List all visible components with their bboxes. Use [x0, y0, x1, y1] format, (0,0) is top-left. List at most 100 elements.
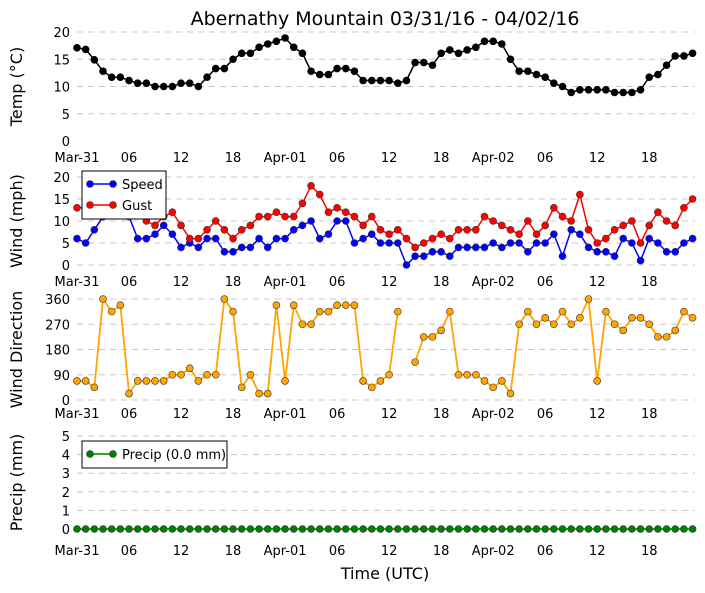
data-point [81, 525, 90, 533]
data-point [107, 73, 116, 82]
data-point [541, 239, 549, 247]
data-point [636, 256, 645, 265]
data-point [671, 52, 680, 60]
data-point [81, 377, 90, 385]
data-point [567, 226, 575, 234]
data-point [263, 40, 272, 48]
data-point [628, 525, 636, 533]
data-point [428, 234, 437, 243]
data-point [489, 217, 497, 225]
data-point [324, 230, 333, 238]
data-point [211, 64, 220, 73]
data-point [185, 234, 194, 243]
y-tick-label: 360 [45, 293, 70, 308]
x-tick-label: 12 [381, 407, 398, 422]
data-point [125, 525, 133, 533]
legend-label: Speed [122, 178, 163, 193]
data-point [489, 525, 497, 533]
data-point [463, 243, 471, 252]
data-point [298, 49, 307, 58]
legend: Precip (0.0 mm) [81, 440, 228, 469]
data-point [220, 525, 229, 533]
y-tick-label: 90 [53, 369, 70, 384]
x-tick-label: 06 [121, 544, 138, 559]
x-tick-label: 12 [589, 275, 606, 290]
data-point [567, 217, 575, 225]
data-point [229, 248, 237, 256]
data-point [619, 234, 628, 243]
data-point [333, 525, 341, 533]
data-point [619, 525, 628, 533]
data-point [645, 234, 654, 243]
data-point [116, 525, 125, 533]
x-tick-label: 18 [225, 544, 242, 559]
data-point [203, 525, 211, 533]
data-point [272, 37, 281, 46]
data-point [662, 525, 671, 533]
data-point [133, 79, 142, 88]
data-point [524, 248, 532, 256]
data-point [602, 234, 610, 243]
data-point [636, 525, 645, 533]
data-point [324, 70, 333, 79]
data-point [315, 70, 324, 79]
x-tick-label: 06 [329, 544, 346, 559]
data-point [688, 234, 697, 243]
data-point [289, 301, 298, 309]
series-gust [73, 182, 697, 252]
data-point [602, 248, 610, 256]
data-point [680, 307, 688, 316]
data-point [133, 234, 142, 243]
data-point [341, 301, 350, 309]
y-tick-label: 10 [53, 215, 70, 230]
x-tick-label: 12 [381, 544, 398, 559]
data-point [272, 525, 281, 533]
data-point [177, 370, 185, 379]
data-point [376, 239, 385, 247]
data-point [333, 204, 341, 212]
data-point [393, 79, 402, 88]
x-tick-label: 12 [173, 544, 190, 559]
data-point [246, 49, 255, 58]
data-point [203, 226, 211, 234]
data-point [237, 383, 246, 392]
data-point [524, 217, 532, 225]
data-point [194, 243, 203, 252]
data-point [289, 43, 298, 52]
data-point [367, 212, 376, 221]
data-point [671, 326, 680, 335]
data-point [489, 239, 497, 247]
data-point [662, 333, 671, 341]
x-tick-label: 18 [433, 407, 450, 422]
data-point [315, 190, 324, 199]
data-point [177, 221, 185, 230]
data-point [151, 525, 159, 533]
x-tick-label: Mar-31 [55, 151, 100, 166]
data-point [211, 370, 220, 379]
x-tick-label: Apr-01 [264, 275, 307, 290]
data-point [419, 252, 428, 261]
data-point [255, 234, 263, 243]
y-axis-label: Temp (°C) [7, 47, 26, 127]
data-point [393, 226, 402, 234]
data-point [472, 43, 480, 52]
data-point [576, 85, 584, 94]
data-point [480, 243, 489, 252]
data-point [385, 370, 393, 379]
data-point [584, 525, 593, 533]
data-point [662, 217, 671, 225]
data-point [194, 377, 203, 385]
data-point [393, 307, 402, 316]
panel-2: 0 5 10 15 20 Mar-31 06 12 18 Apr-01 06 12 18 Apr-02 06… [7, 170, 697, 290]
data-point [472, 370, 480, 379]
x-tick-label: 06 [537, 544, 554, 559]
data-point [610, 525, 619, 533]
data-point [237, 525, 246, 533]
data-point [341, 208, 350, 216]
y-tick-label: 0 [62, 523, 70, 538]
data-point [498, 243, 506, 252]
data-point [229, 55, 237, 64]
data-point [203, 73, 211, 82]
data-point [506, 55, 515, 64]
